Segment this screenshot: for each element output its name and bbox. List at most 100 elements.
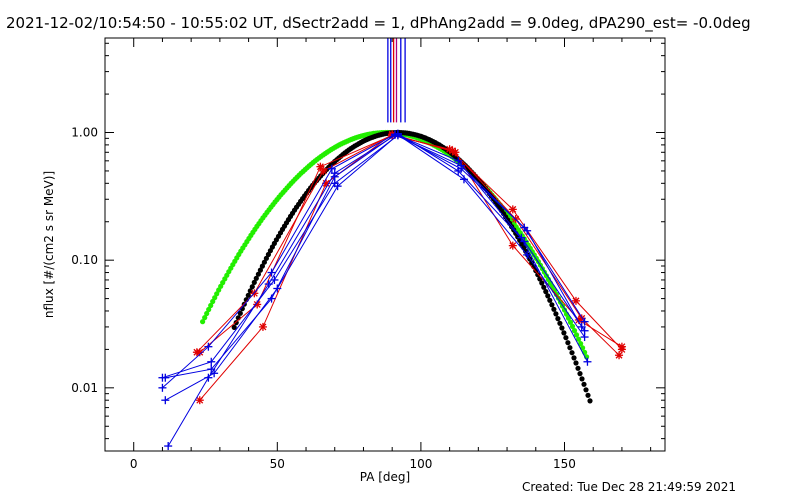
black-fit-point [541,284,547,290]
blue-plus-marker [520,237,529,246]
green-fit-point [576,336,582,342]
black-fit-point [569,350,575,356]
red-star-marker [192,348,201,357]
blue-plus-marker [204,342,213,351]
blue-series-line [165,134,586,401]
green-fit-point [565,315,572,321]
black-fit-point [553,311,559,317]
red-star-marker [448,146,457,155]
data-series [158,129,626,451]
x-tick-label: 150 [553,457,576,471]
black-fit-point [545,293,551,299]
x-tick-label: 50 [270,457,285,471]
green-fit-point [569,323,576,329]
blue-plus-marker [330,169,339,178]
black-fit-point [543,289,549,295]
blue-series-line [165,134,583,379]
red-series-line [196,134,620,356]
black-fit-point [561,330,567,336]
black-fit-point [565,340,571,346]
x-axis-label: PA [deg] [360,470,410,484]
y-tick-label: 1.00 [71,126,98,140]
red-data-series [192,130,624,360]
red-star-marker [617,342,626,351]
black-fit-point [539,280,545,286]
blue-plus-marker [207,357,216,366]
blue-plus-marker [327,164,336,173]
black-fit-point [551,306,557,312]
green-fit-point [212,295,218,301]
blue-data-series [161,130,589,405]
blue-plus-marker [454,166,463,175]
blue-plus-marker [580,317,589,326]
green-fit-point [578,341,584,347]
blue-plus-marker [164,442,173,451]
blue-plus-marker [158,383,167,392]
green-fit-point [206,306,212,313]
black-fit-point [571,355,577,361]
red-star-marker [508,205,517,214]
blue-plus-marker [267,294,276,303]
black-fit-point [547,297,553,303]
red-star-marker [508,241,517,250]
blue-series-line [162,134,586,379]
red-star-marker [316,162,325,171]
blue-data-series [158,131,589,382]
y-axis-label: nflux [#/(cm2 s sr MeV)] [42,171,56,318]
black-fit-point [557,320,563,326]
black-fit-point [259,263,265,269]
green-fit-point [202,315,208,321]
blue-series-line [162,133,588,389]
blue-plus-marker [264,280,273,289]
blue-plus-marker [457,161,466,170]
black-fit-point [249,284,255,290]
blue-plus-marker [161,396,170,405]
blue-plus-marker [583,357,592,366]
green-fit-point [204,310,210,317]
y-tick-label: 0.10 [71,253,98,267]
black-fit-point [559,325,565,331]
green-fit-point [573,332,580,338]
black-fit-point [585,392,591,398]
green-fit-point [561,307,568,313]
red-star-marker [615,351,624,360]
black-fit-point [255,271,261,277]
blue-plus-marker [333,182,342,191]
black-fit-point [563,335,569,341]
black-fit-point [581,381,587,387]
red-star-marker [319,166,328,175]
green-fit-point [208,302,214,309]
black-fit-point [555,316,561,322]
blue-plus-marker [454,156,463,165]
black-fit-point [251,279,257,285]
black-fit-point [257,267,263,273]
black-fit-point [261,259,267,265]
vertical-lines [387,38,406,123]
green-fit-point [555,295,562,301]
plot-title: 2021-12-02/10:54:50 - 10:55:02 UT, dSect… [6,14,751,32]
blue-data-series [164,129,589,451]
black-fit-point [583,387,589,393]
blue-series-line [167,133,586,447]
black-fit-point [253,275,259,281]
black-fit-point [549,302,555,308]
blue-plus-marker [523,226,532,235]
black-fit-point [575,365,581,371]
blue-plus-marker [204,373,213,382]
black-fit-point [231,324,237,330]
x-tick-label: 0 [130,457,138,471]
black-fit-point [579,376,585,382]
blue-plus-marker [161,373,170,382]
blue-plus-marker [580,326,589,335]
created-timestamp: Created: Tue Dec 28 21:49:59 2021 [522,480,737,494]
green-fit-curve [200,129,590,360]
red-star-marker [258,322,267,331]
black-fit-point [577,371,583,377]
green-fit-point [571,328,578,334]
y-tick-label: 0.01 [71,381,98,395]
x-tick-label: 100 [409,457,432,471]
fit-curves [200,129,593,404]
blue-plus-marker [267,268,276,277]
black-fit-point [237,310,243,316]
black-fit-point [567,345,573,351]
